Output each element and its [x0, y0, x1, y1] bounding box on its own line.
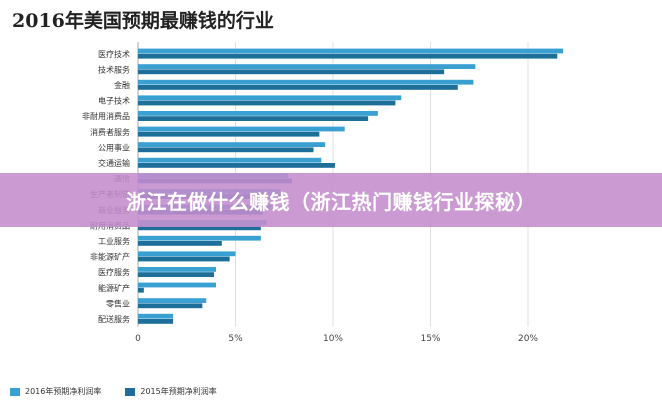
bar-2015 — [138, 147, 314, 153]
category-label: 电子技术 — [98, 96, 130, 106]
category-label: 技术服务 — [98, 64, 130, 74]
banner-text: 浙江在做什么赚钱（浙江热门赚钱行业探秘） — [126, 189, 536, 214]
bar-2016 — [138, 95, 402, 101]
category-label: 医疗技术 — [98, 49, 130, 59]
bar-2016 — [138, 142, 326, 147]
bar-2016 — [138, 157, 322, 163]
x-tick-label: 10% — [323, 334, 343, 344]
category-label: 公用事业 — [98, 142, 130, 152]
bar-2015 — [138, 85, 458, 90]
category-label: 零售业 — [106, 298, 130, 308]
bar-2015 — [138, 272, 215, 277]
category-label: 非能源矿产 — [90, 252, 130, 262]
bar-2015 — [138, 303, 203, 309]
category-label: 能源矿产 — [98, 283, 130, 293]
bar-2016 — [138, 235, 261, 241]
category-label: 非耐用消费品 — [82, 111, 130, 121]
legend-label-2015: 2015年预期净利润率 — [140, 387, 217, 396]
bar-2016 — [138, 251, 236, 257]
overlay-banner: 浙江在做什么赚钱（浙江热门赚钱行业探秘） — [0, 173, 662, 227]
bar-2015 — [138, 116, 369, 121]
bar-2015 — [138, 100, 396, 106]
x-tick-label: 20% — [518, 334, 538, 344]
bar-2016 — [138, 267, 216, 272]
bar-2016 — [138, 111, 378, 116]
x-tick-label: 15% — [420, 334, 440, 344]
legend-swatch-2015 — [125, 387, 136, 396]
x-tick-label: 0 — [135, 334, 141, 344]
bar-2016 — [138, 64, 476, 69]
category-label: 配送服务 — [98, 314, 130, 324]
bar-2016 — [138, 48, 564, 54]
legend-swatch-2016 — [10, 387, 20, 396]
chart-legend: 2016年预期净利润率 2015年预期净利润率 — [10, 386, 217, 397]
bar-2015 — [138, 131, 320, 137]
bar-2015 — [138, 225, 261, 231]
bar-2015 — [138, 319, 174, 324]
bar-2015 — [138, 69, 445, 75]
bar-2016 — [138, 79, 474, 85]
category-label: 医疗服务 — [98, 267, 130, 277]
bar-2015 — [138, 287, 144, 293]
bar-2015 — [138, 256, 230, 262]
chart-title: 2016年美国预期最赚钱的行业 — [12, 10, 274, 32]
category-label: 消费者服务 — [90, 127, 130, 137]
bar-2015 — [138, 163, 335, 168]
x-tick-label: 5% — [228, 334, 243, 344]
category-label: 金融 — [114, 80, 130, 90]
bar-2016 — [138, 298, 207, 303]
legend-item-2015: 2015年预期净利润率 — [125, 386, 217, 397]
bar-2016 — [138, 282, 216, 288]
legend-label-2016: 2016年预期净利润率 — [25, 387, 102, 396]
category-label: 交通运输 — [98, 158, 130, 168]
bar-2016 — [138, 313, 174, 319]
category-label: 工业服务 — [98, 236, 130, 246]
bar-2015 — [138, 53, 558, 59]
legend-item-2016: 2016年预期净利润率 — [10, 386, 101, 397]
bar-2016 — [138, 126, 345, 132]
bar-2015 — [138, 241, 222, 246]
